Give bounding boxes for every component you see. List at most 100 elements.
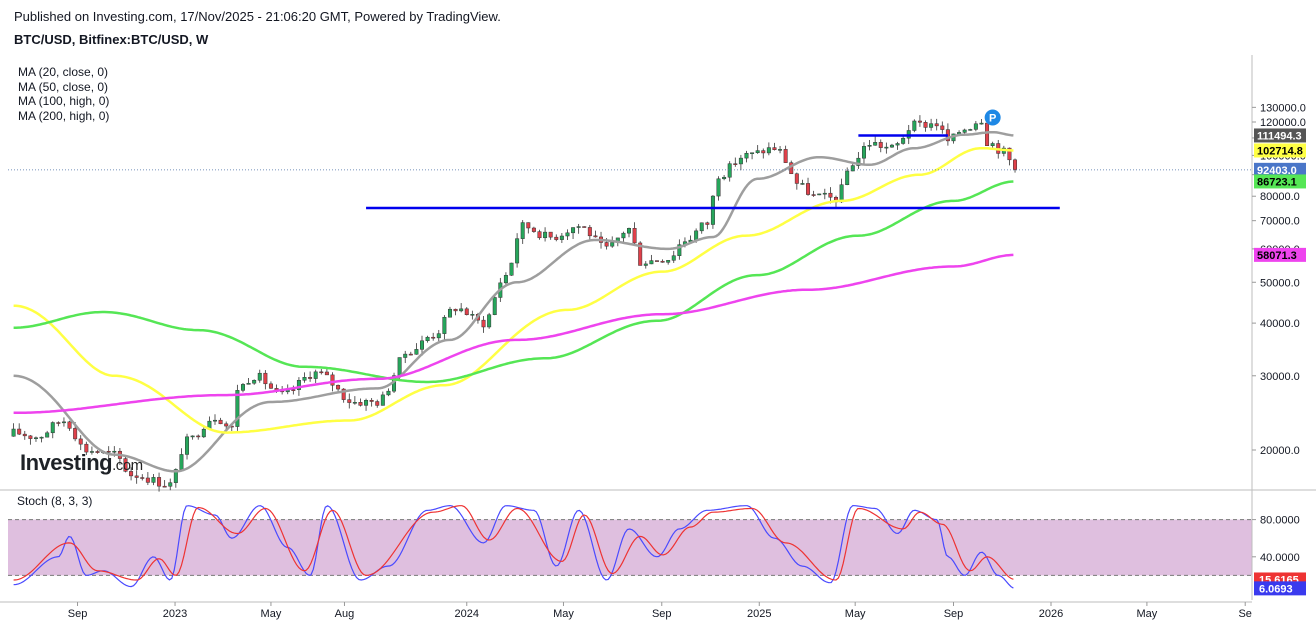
candle-body	[839, 184, 844, 203]
candle-body	[425, 336, 430, 342]
candle-body	[358, 402, 363, 406]
price-tag	[1254, 128, 1306, 143]
candle-body	[738, 157, 743, 165]
candle-body	[1007, 147, 1012, 161]
logo-suffix: .com	[112, 457, 143, 474]
candle-body	[67, 421, 72, 429]
candle-body	[397, 357, 402, 376]
ma-legend-item[interactable]: MA (20, close, 0)	[18, 65, 109, 79]
candle-body	[196, 435, 201, 438]
x-tick-label: Sep	[652, 608, 672, 620]
candle-body	[565, 232, 570, 237]
candle-body	[503, 275, 508, 284]
price-tag-label: 86723.1	[1257, 176, 1297, 188]
candle-body	[73, 428, 78, 440]
candle-body	[806, 183, 811, 195]
candle-body	[554, 236, 559, 240]
candle-body	[134, 475, 139, 478]
candle-body	[324, 371, 329, 376]
stoch-tag	[1254, 581, 1306, 596]
candle-body	[867, 145, 872, 147]
candle-body	[45, 432, 50, 438]
ma-legend-item[interactable]: MA (100, high, 0)	[18, 94, 110, 108]
candle-body	[341, 388, 346, 400]
candle-body	[962, 129, 967, 133]
candle-body	[582, 226, 587, 228]
candle-body	[587, 227, 592, 237]
stoch-legend[interactable]: Stoch (8, 3, 3)	[17, 494, 93, 508]
candle-body	[162, 485, 167, 488]
candle-body	[973, 123, 978, 130]
candle-body	[252, 379, 257, 384]
y-tick-label: 120000.0	[1260, 117, 1306, 129]
candle-body	[408, 353, 413, 356]
candle-body	[420, 340, 424, 350]
candle-body	[766, 147, 771, 154]
candle-body	[520, 222, 525, 239]
candle-body	[403, 353, 408, 358]
candle-body	[173, 469, 178, 483]
candle-body	[660, 260, 665, 263]
candle-body	[352, 402, 357, 404]
candle-body	[531, 227, 536, 232]
x-tick-label: May	[553, 608, 574, 620]
candle-body	[123, 458, 128, 472]
candle-body	[39, 436, 44, 439]
candle-body	[750, 152, 755, 154]
candle-body	[828, 192, 833, 198]
candle-body	[509, 262, 514, 276]
candle-body	[571, 227, 576, 234]
candle-body	[464, 308, 469, 315]
candle-body	[33, 437, 38, 439]
y-tick-label: 80000.0	[1260, 191, 1300, 203]
candle-body	[50, 422, 55, 434]
ma-legend-item[interactable]: MA (200, high, 0)	[18, 108, 110, 123]
candle-body	[929, 123, 934, 128]
ma-legend-item[interactable]: MA (50, close, 0)	[18, 79, 109, 94]
ma-legend: MA (20, close, 0) MA (50, close, 0) MA (…	[18, 65, 109, 123]
candle-body	[369, 399, 374, 402]
candle-body	[985, 122, 990, 146]
candle-body	[436, 333, 441, 339]
candle-body	[727, 163, 732, 178]
candle-body	[179, 454, 184, 470]
candle-body	[140, 477, 145, 479]
candle-body	[710, 195, 715, 225]
candle-body	[649, 260, 654, 265]
candle-body	[291, 389, 296, 391]
candle-body	[654, 260, 659, 262]
x-tick-label: 2026	[1039, 608, 1063, 620]
ma50-line	[13, 146, 1014, 434]
candle-body	[856, 157, 861, 166]
candle-body	[940, 125, 945, 130]
candle-body	[386, 390, 391, 396]
candle-body	[268, 383, 273, 389]
candle-body	[224, 423, 229, 427]
candle-body	[347, 399, 352, 403]
candle-body	[526, 222, 531, 229]
candle-body	[778, 149, 783, 151]
y-tick-label: 30000.0	[1260, 371, 1300, 383]
candle-body	[783, 149, 788, 163]
candle-body	[744, 152, 749, 159]
stoch-lines	[13, 504, 1014, 589]
candle-body	[694, 230, 699, 241]
candle-body	[716, 178, 721, 197]
candle-body	[257, 372, 262, 381]
candle-body	[559, 235, 564, 240]
candle-body	[246, 382, 251, 385]
x-tick-label: Se	[1238, 608, 1251, 620]
candle-body	[89, 451, 94, 453]
x-tick-label: May	[261, 608, 282, 620]
candle-body	[722, 176, 727, 180]
candle-body	[621, 232, 626, 239]
candle-body	[861, 146, 866, 159]
candle-body	[17, 428, 22, 435]
candle-body	[643, 263, 648, 266]
candle-body	[235, 390, 240, 427]
price-tag	[1254, 174, 1306, 189]
candle-body	[638, 242, 643, 266]
candle-body	[845, 170, 850, 185]
candle-body	[56, 422, 61, 424]
